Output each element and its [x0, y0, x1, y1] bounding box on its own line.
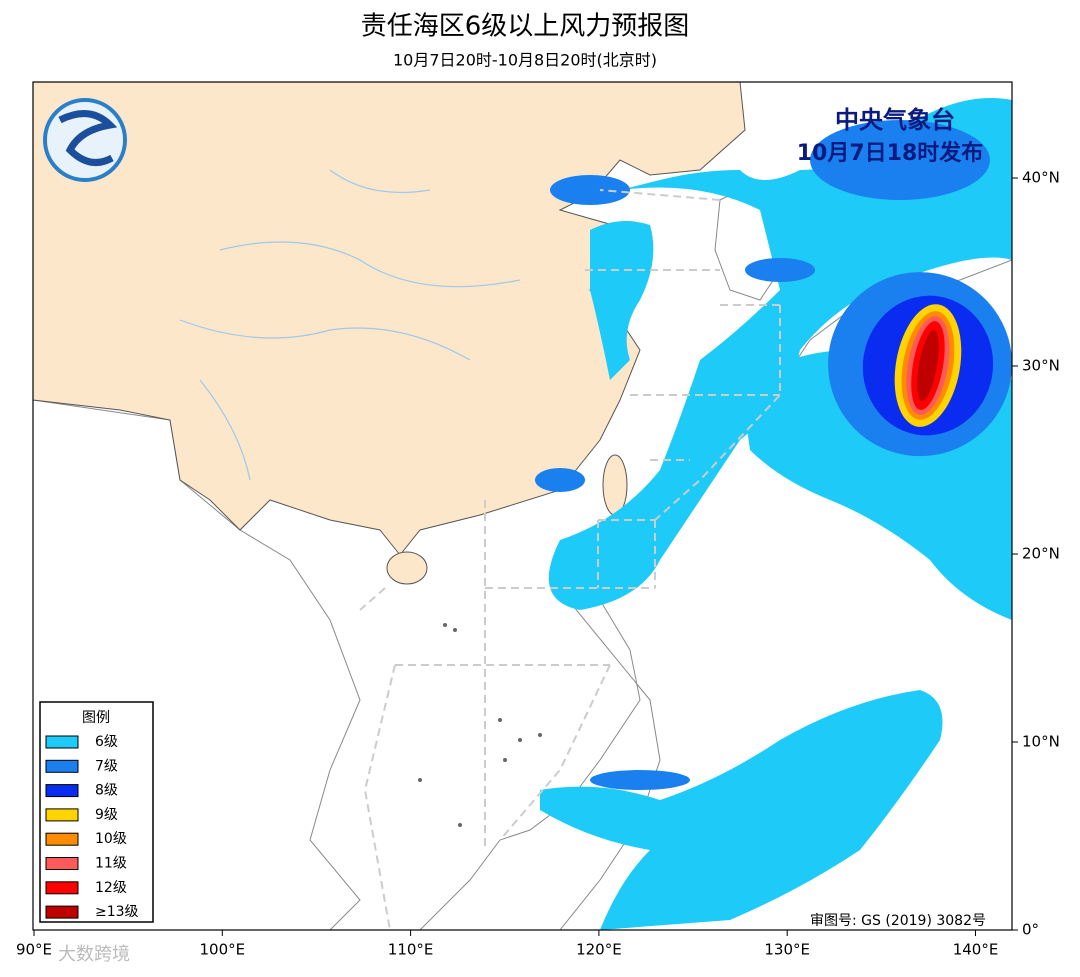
map-body — [33, 82, 1012, 930]
legend-label: 7级 — [95, 758, 118, 774]
land-philippines — [419, 589, 661, 930]
legend-swatch — [45, 905, 79, 919]
legend-swatch — [45, 784, 79, 798]
lon-tick-label: 120°E — [576, 941, 622, 959]
wind-area-7 — [590, 770, 690, 790]
legend: 图例 6级 7级 8级 9级 10级 11级 12级 ≥13级 — [39, 701, 154, 923]
rivers — [179, 169, 521, 481]
lat-tick-label: 30°N — [1022, 357, 1060, 375]
legend-label: 9级 — [95, 807, 118, 823]
islands — [418, 623, 542, 827]
legend-swatch — [45, 832, 79, 846]
land-hainan — [386, 551, 428, 585]
logo — [43, 98, 127, 182]
title: 责任海区6级以上风力预报图 — [361, 12, 690, 42]
legend-label: 10级 — [95, 831, 127, 847]
legend-swatch — [45, 735, 79, 749]
legend-swatch — [45, 857, 79, 870]
lat-tick-label: 20°N — [1022, 545, 1060, 563]
legend-swatch — [45, 881, 79, 895]
wind-area-7 — [535, 468, 585, 492]
wind-area-6 — [590, 221, 654, 380]
legend-label: 8级 — [95, 783, 118, 799]
issue-time: 10月7日18时发布 — [797, 140, 984, 166]
legend-label: 12级 — [95, 880, 127, 896]
issuer-name: 中央气象台 — [835, 106, 955, 134]
subtitle: 10月7日20时-10月8日20时(北京时) — [393, 51, 657, 70]
lat-tick-label: 0° — [1022, 921, 1039, 939]
approval-number: 审图号: GS (2019) 3082号 — [810, 913, 986, 929]
lon-tick-label: 110°E — [388, 941, 434, 959]
lat-tick-label: 40°N — [1022, 169, 1060, 187]
sea-zone-lines — [359, 189, 781, 930]
lat-tick-label: 10°N — [1022, 733, 1060, 751]
wind-area-6 — [548, 98, 1012, 610]
legend-label: 11级 — [95, 856, 127, 872]
wind-areas — [535, 98, 1012, 930]
lon-tick-label: 100°E — [199, 941, 245, 959]
axes: 90°E 100°E 110°E 120°E 130°E 140°E 0° 10°N 20°N 3… — [16, 169, 1060, 959]
wind-area-7 — [550, 175, 630, 205]
legend-title: 图例 — [82, 710, 110, 726]
lon-tick-label: 140°E — [953, 941, 999, 959]
land-taiwan — [602, 454, 628, 516]
lon-tick-label: 90°E — [16, 941, 52, 959]
legend-swatch — [45, 759, 79, 773]
legend-swatch — [45, 808, 79, 822]
typhoon-wind-7 — [917, 330, 939, 402]
wind-area-6 — [540, 690, 943, 930]
wind-area-7 — [810, 120, 990, 200]
wind-area-7 — [745, 258, 815, 282]
map-frame — [32, 81, 1013, 931]
legend-label: 6级 — [95, 734, 118, 750]
legend-label: ≥13级 — [95, 904, 139, 920]
lon-tick-label: 130°E — [764, 941, 810, 959]
watermark: 大数跨境 — [58, 944, 130, 965]
